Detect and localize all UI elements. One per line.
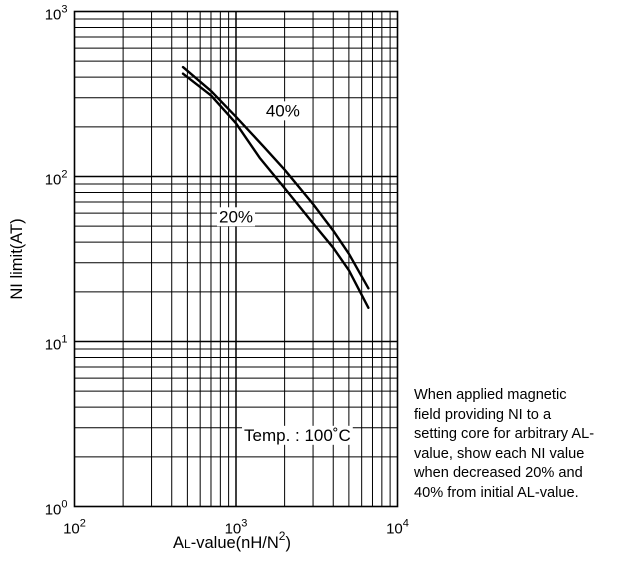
- series-label-1: 20%: [216, 207, 256, 227]
- plot-frame: [73, 10, 399, 508]
- series-line-1: [181, 72, 370, 309]
- chart-explanation-note: When applied magnetic field providing NI…: [414, 386, 634, 504]
- x-axis-label: AL-value(nH/N2): [173, 529, 291, 552]
- temperature-annotation: Temp. : 100˚C: [242, 425, 353, 445]
- note-line: value, show each NI value: [414, 445, 585, 462]
- series-label-0-text: 40%: [266, 101, 300, 120]
- x-tick-label-2: 104: [386, 518, 409, 538]
- note-line: when decreased 20% and: [414, 465, 583, 482]
- series-label-1-text: 20%: [219, 207, 253, 226]
- chart-series: [181, 65, 370, 309]
- note-line: field providing NI to a: [414, 406, 552, 423]
- x-tick-label-0: 102: [63, 518, 86, 538]
- note-line: setting core for arbitrary AL-: [414, 426, 595, 443]
- y-tick-label-3: 103: [45, 4, 68, 24]
- temperature-annotation-text: Temp. : 100˚C: [244, 426, 351, 445]
- y-tick-label-1: 101: [45, 334, 68, 354]
- series-line-0: [181, 65, 370, 290]
- note-line: When applied magnetic: [414, 387, 567, 403]
- y-axis-label: NI limit(AT): [8, 218, 26, 299]
- y-tick-label-0: 100: [45, 499, 68, 519]
- series-label-0: 40%: [263, 101, 302, 121]
- y-tick-label-2: 102: [45, 169, 68, 189]
- note-line: 40% from initial AL-value.: [414, 484, 579, 501]
